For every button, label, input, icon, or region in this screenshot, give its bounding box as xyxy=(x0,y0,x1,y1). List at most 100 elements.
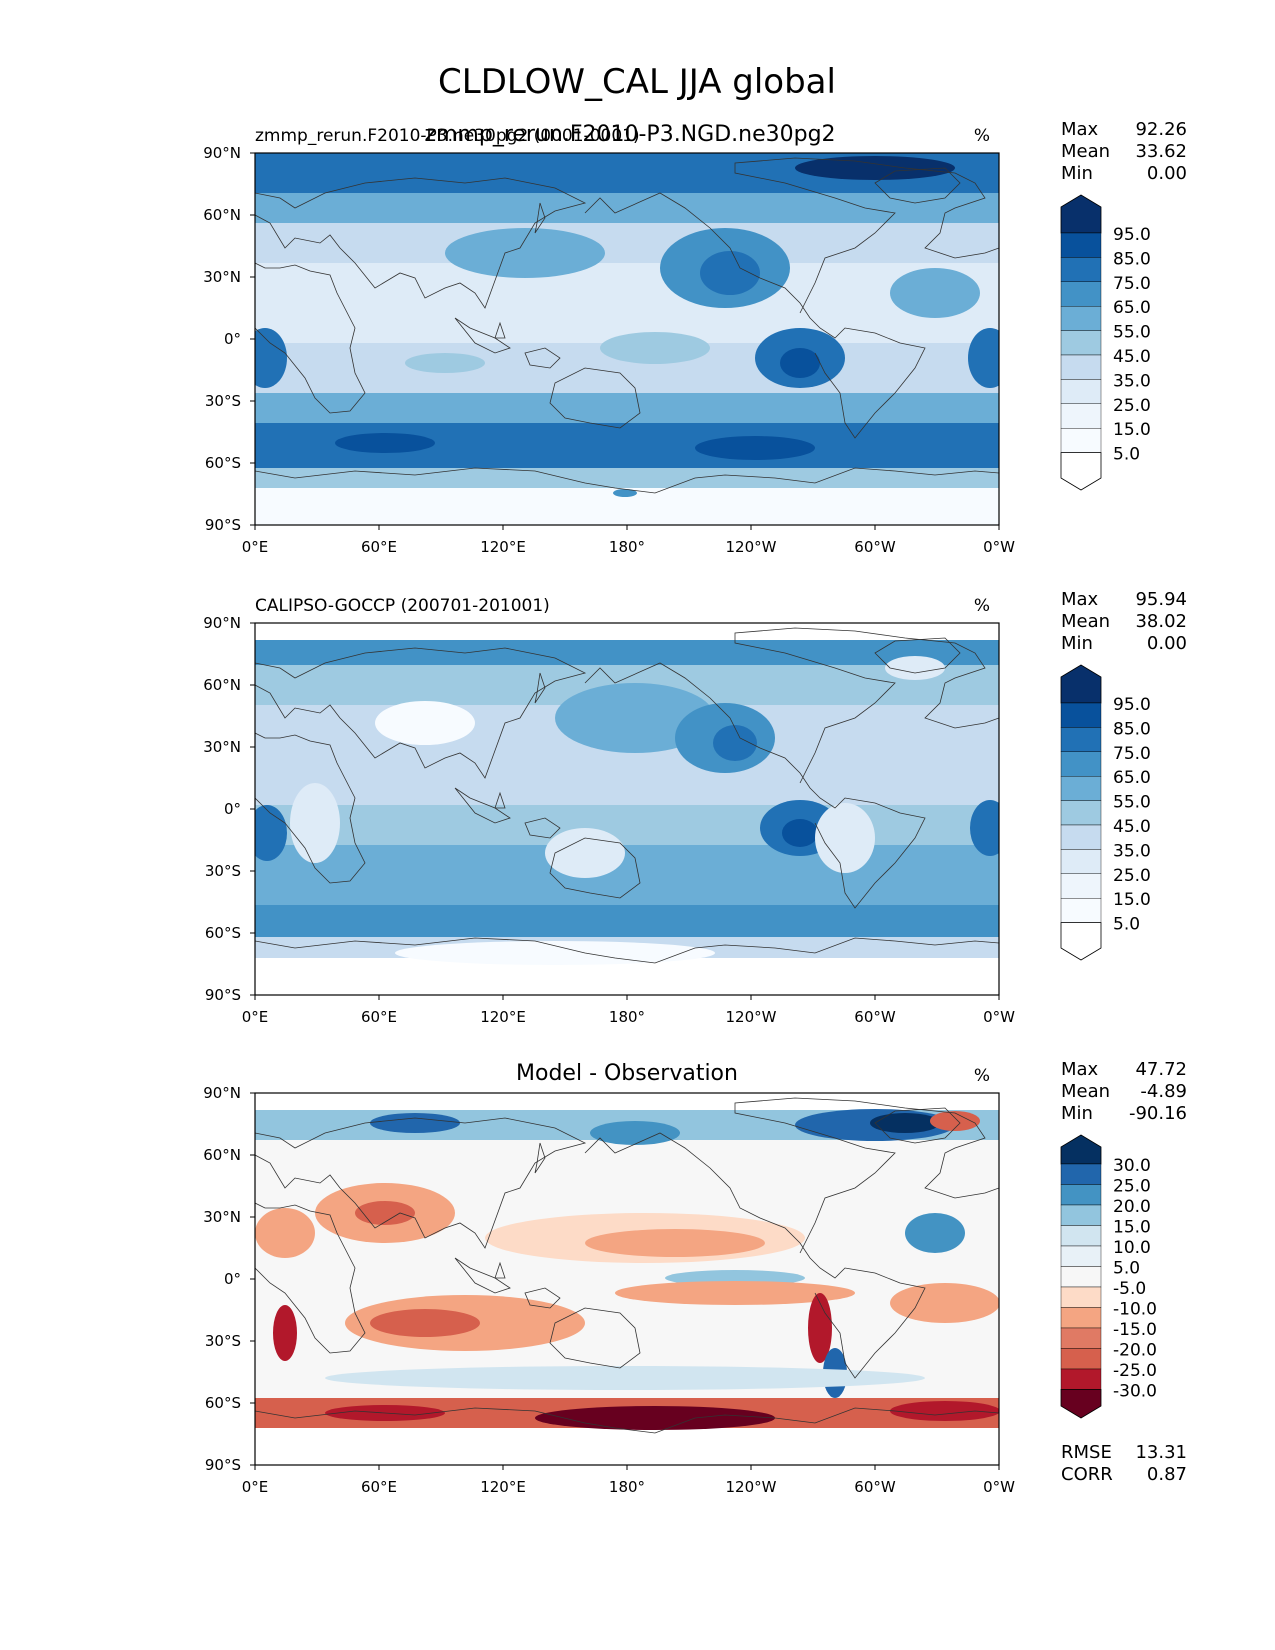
panel-diff-title: Model - Observation xyxy=(516,1061,738,1086)
figure-title: CLDLOW_CAL JJA global xyxy=(438,62,836,102)
lon-tick-label: 60°W xyxy=(854,538,896,556)
diff-field xyxy=(255,1208,315,1258)
colorbar-extend-bottom xyxy=(1060,922,1102,961)
lon-tick-label: 120°W xyxy=(726,1008,777,1026)
stats-block: Max 95.94 Mean 38.02 Min 0.00 xyxy=(1061,589,1187,654)
stat-value: 38.02 xyxy=(1135,611,1187,632)
colorbar-extend-bottom xyxy=(1060,1389,1102,1419)
cloud-field xyxy=(255,805,287,861)
stat-label: Max xyxy=(1061,589,1099,610)
colorbar-tick-label: 5.0 xyxy=(1113,445,1140,465)
lat-tick-label: 0° xyxy=(224,1270,241,1288)
cloud-field xyxy=(782,819,818,847)
difference-map xyxy=(255,1093,999,1465)
cloud-field xyxy=(335,433,435,453)
stat-value: 47.72 xyxy=(1135,1059,1187,1080)
colorbar-tick-label: -25.0 xyxy=(1113,1361,1157,1381)
colorbar-segment xyxy=(1060,403,1102,429)
lon-tick-label: 0°E xyxy=(242,1478,269,1496)
lat-tick-label: 30°S xyxy=(205,1332,241,1350)
panel-obs-units: % xyxy=(974,596,990,616)
colorbar-segment xyxy=(1060,257,1102,282)
colorbar-segment xyxy=(1060,1286,1102,1308)
stat-label: Min xyxy=(1061,633,1093,654)
colorbar-segment xyxy=(1060,1307,1102,1329)
colorbar-extend-top xyxy=(1060,1134,1102,1165)
colorbar-tick-label: 20.0 xyxy=(1113,1197,1151,1217)
colorbar-segment xyxy=(1060,1204,1102,1226)
colorbar-tick-label: 55.0 xyxy=(1113,793,1151,813)
lon-axis: 0°E 60°E 120°E 180° 120°W 60°W 0°W xyxy=(242,995,1015,1026)
colorbar-tick-label: 75.0 xyxy=(1113,744,1151,764)
colorbar-tick-label: -20.0 xyxy=(1113,1341,1157,1361)
diff-field xyxy=(808,1293,832,1363)
lon-tick-label: 120°E xyxy=(480,1478,526,1496)
lon-tick-label: 0°E xyxy=(242,1008,269,1026)
colorbar-segment xyxy=(1060,702,1102,728)
diff-field xyxy=(370,1309,480,1337)
colorbar-extend-top xyxy=(1060,664,1102,704)
lat-tick-label: 60°N xyxy=(203,676,241,694)
colorbar-extend-top xyxy=(1060,194,1102,234)
lon-tick-label: 0°W xyxy=(983,1478,1015,1496)
lat-tick-label: 60°S xyxy=(205,1394,241,1412)
colorbar-tick-label: 85.0 xyxy=(1113,719,1151,739)
cloud-field xyxy=(375,701,475,745)
diff-field xyxy=(273,1305,297,1361)
cloud-field xyxy=(255,328,287,388)
colorbar: 95.0 85.0 75.0 65.0 55.0 45.0 35.0 25.0 … xyxy=(1060,664,1151,961)
stat-label: Min xyxy=(1061,163,1093,184)
colorbar-segment xyxy=(1060,232,1102,258)
lon-tick-label: 120°E xyxy=(480,538,526,556)
colorbar-tick-label: 25.0 xyxy=(1113,396,1151,416)
lat-tick-label: 60°S xyxy=(205,924,241,942)
lon-axis: 0°E 60°E 120°E 180° 120°W 60°W 0°W xyxy=(242,525,1015,556)
colorbar-tick-label: 95.0 xyxy=(1113,695,1151,715)
cloud-field xyxy=(713,725,757,761)
coastlines xyxy=(255,627,999,964)
colorbar-tick-label: 35.0 xyxy=(1113,841,1151,861)
colorbar-tick-label: 15.0 xyxy=(1113,890,1151,910)
diff-field xyxy=(615,1281,855,1305)
stat-value: 92.26 xyxy=(1135,119,1187,140)
stat-label: Max xyxy=(1061,1059,1099,1080)
colorbar-segment xyxy=(1060,1368,1102,1390)
lat-tick-label: 60°S xyxy=(205,454,241,472)
lon-tick-label: 60°W xyxy=(854,1008,896,1026)
stat-value: 33.62 xyxy=(1135,141,1187,162)
lat-tick-label: 60°N xyxy=(203,1146,241,1164)
colorbar-segment xyxy=(1060,1163,1102,1185)
lat-axis: 90°N 60°N 30°N 0° 30°S 60°S 90°S xyxy=(203,614,255,1004)
colorbar-segment xyxy=(1060,776,1102,801)
colorbar-segment xyxy=(1060,354,1102,380)
lat-tick-label: 90°S xyxy=(205,516,241,534)
colorbar-tick-label: -30.0 xyxy=(1113,1382,1157,1402)
colorbar-tick-label: 5.0 xyxy=(1113,1259,1140,1279)
colorbar-segment xyxy=(1060,849,1102,875)
coastlines xyxy=(255,1097,999,1434)
cloud-field xyxy=(255,263,999,343)
colorbar-segment xyxy=(1060,306,1102,331)
colorbar-segment xyxy=(1060,1245,1102,1267)
colorbar-segment xyxy=(1060,727,1102,753)
cloud-field xyxy=(255,468,999,488)
diff-field xyxy=(930,1111,980,1131)
cloud-field xyxy=(890,268,980,318)
colorbar: 30.0 25.0 20.0 15.0 10.0 5.0 -5.0 -10.0 … xyxy=(1060,1134,1157,1419)
observation-map xyxy=(255,623,999,995)
stats-block: Max 92.26 Mean 33.62 Min 0.00 xyxy=(1061,119,1187,184)
diff-field xyxy=(890,1401,999,1421)
cloud-field xyxy=(600,332,710,364)
colorbar-tick-label: 75.0 xyxy=(1113,274,1151,294)
lon-tick-label: 0°W xyxy=(983,1008,1015,1026)
lat-axis: 90°N 60°N 30°N 0° 30°S 60°S 90°S xyxy=(203,144,255,534)
stat-value: 95.94 xyxy=(1135,589,1187,610)
colorbar-tick-label: 55.0 xyxy=(1113,323,1151,343)
lat-tick-label: 0° xyxy=(224,800,241,818)
stat-value: 0.00 xyxy=(1147,163,1187,184)
lon-axis: 0°E 60°E 120°E 180° 120°W 60°W 0°W xyxy=(242,1465,1015,1496)
panel-diff-units: % xyxy=(974,1066,990,1086)
colorbar-segment xyxy=(1060,1348,1102,1370)
panel-difference: Model - Observation % xyxy=(203,1059,1187,1496)
